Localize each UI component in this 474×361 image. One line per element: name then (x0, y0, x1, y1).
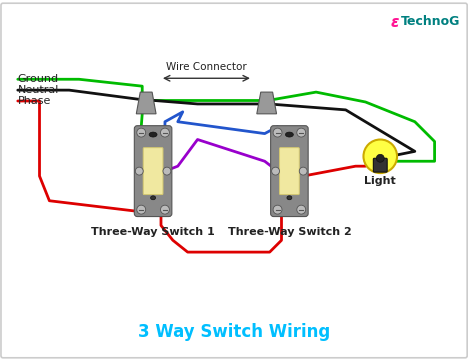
Polygon shape (137, 92, 156, 114)
FancyBboxPatch shape (271, 126, 308, 217)
Circle shape (364, 139, 397, 173)
Text: Light: Light (365, 176, 396, 186)
Text: TechnoG: TechnoG (401, 15, 460, 28)
FancyBboxPatch shape (143, 148, 163, 195)
Text: Three-Way Switch 2: Three-Way Switch 2 (228, 227, 351, 238)
Circle shape (297, 205, 306, 214)
Circle shape (297, 128, 306, 137)
Text: Ground: Ground (18, 74, 59, 84)
Circle shape (376, 154, 384, 162)
Ellipse shape (151, 196, 155, 200)
Text: Neutral: Neutral (18, 85, 59, 95)
Polygon shape (257, 92, 276, 114)
Circle shape (135, 167, 143, 175)
Circle shape (161, 128, 169, 137)
Text: Wire Connector: Wire Connector (166, 62, 247, 72)
FancyBboxPatch shape (1, 3, 467, 358)
Text: Three-Way Switch 1: Three-Way Switch 1 (91, 227, 215, 238)
FancyBboxPatch shape (134, 126, 172, 217)
Text: Phase: Phase (18, 96, 51, 106)
Text: ε: ε (390, 15, 399, 30)
Circle shape (273, 128, 282, 137)
FancyBboxPatch shape (374, 158, 387, 172)
Circle shape (163, 167, 171, 175)
FancyBboxPatch shape (280, 148, 299, 195)
Ellipse shape (287, 196, 292, 200)
Circle shape (137, 205, 146, 214)
Circle shape (137, 128, 146, 137)
Ellipse shape (149, 132, 157, 137)
Circle shape (299, 167, 307, 175)
Circle shape (161, 205, 169, 214)
Circle shape (272, 167, 280, 175)
Text: 3 Way Switch Wiring: 3 Way Switch Wiring (138, 323, 330, 341)
Circle shape (273, 205, 282, 214)
Ellipse shape (285, 132, 293, 137)
